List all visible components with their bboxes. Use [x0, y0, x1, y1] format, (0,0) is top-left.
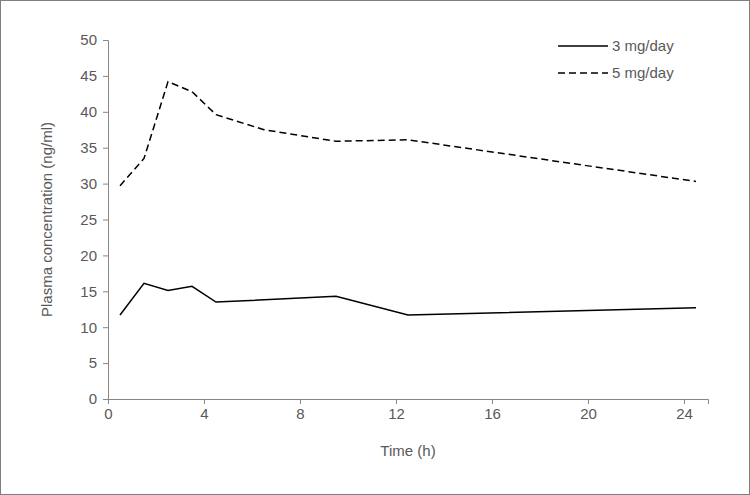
y-tick-mark [103, 363, 108, 364]
y-tick-label: 0 [89, 390, 97, 407]
y-tick-label: 5 [89, 354, 97, 371]
x-tick-label: 8 [296, 405, 304, 422]
y-tick-label: 35 [80, 139, 97, 156]
y-tick-mark [103, 184, 108, 185]
x-tick: 24 [676, 399, 693, 422]
y-tick: 5 [89, 354, 108, 371]
y-axis-title: Plasma concentration (ng/ml) [38, 122, 55, 317]
y-axis-line [103, 41, 109, 400]
x-tick-label: 24 [676, 405, 693, 422]
y-tick-mark [103, 255, 108, 256]
y-tick-mark [103, 112, 108, 113]
y-tick-mark [103, 76, 108, 77]
y-tick: 25 [80, 211, 108, 228]
y-tick-label: 45 [80, 67, 97, 84]
x-tick-mark [684, 399, 685, 404]
y-tick: 0 [89, 390, 108, 407]
legend-symbol [558, 45, 608, 47]
x-axis-title: Time (h) [380, 442, 435, 459]
legend-label: 3 mg/day [612, 37, 674, 54]
chart: 0 4 8 12 16 20 24 0 5 10 15 20 25 30 35 40 45 50 Time (h) P… [0, 0, 750, 495]
x-tick-label: 12 [388, 405, 405, 422]
y-tick-label: 30 [80, 175, 97, 192]
x-tick: 0 [104, 399, 112, 422]
y-tick-label: 50 [80, 31, 97, 48]
legend-label: 5 mg/day [612, 64, 674, 81]
y-tick-mark [103, 291, 108, 292]
y-tick: 30 [80, 175, 108, 192]
x-tick: 8 [296, 399, 304, 422]
y-tick: 35 [80, 139, 108, 156]
y-tick: 40 [80, 103, 108, 120]
x-axis-line [109, 400, 709, 405]
x-tick-mark [492, 399, 493, 404]
legend-symbol [558, 72, 608, 74]
y-tick-mark [103, 148, 108, 149]
y-tick-label: 15 [80, 283, 97, 300]
y-tick: 10 [80, 319, 108, 336]
x-tick-mark [300, 399, 301, 404]
x-tick-label: 0 [104, 405, 112, 422]
x-tick: 4 [200, 399, 208, 422]
x-tick: 20 [580, 399, 597, 422]
y-tick-label: 25 [80, 211, 97, 228]
x-tick-mark [204, 399, 205, 404]
x-tick: 16 [484, 399, 501, 422]
plot-area [120, 82, 696, 315]
legend: 3 mg/day 5 mg/day [558, 37, 674, 81]
x-tick-label: 20 [580, 405, 597, 422]
y-tick: 15 [80, 283, 108, 300]
y-tick-label: 20 [80, 247, 97, 264]
y-tick: 20 [80, 247, 108, 264]
x-tick-label: 16 [484, 405, 501, 422]
x-tick-mark [588, 399, 589, 404]
frame [1, 1, 750, 495]
series-line [120, 283, 696, 315]
y-tick: 50 [80, 31, 108, 48]
x-tick: 12 [388, 399, 405, 422]
y-tick-mark [103, 327, 108, 328]
y-tick: 45 [80, 67, 108, 84]
series-line [120, 82, 696, 186]
y-tick-label: 10 [80, 319, 97, 336]
x-tick-label: 4 [200, 405, 208, 422]
y-tick-mark [103, 220, 108, 221]
y-tick-label: 40 [80, 103, 97, 120]
y-tick-mark [103, 399, 108, 400]
y-tick-mark [103, 40, 108, 41]
x-tick-mark [396, 399, 397, 404]
y-axis: 0 5 10 15 20 25 30 35 40 45 50 [80, 31, 108, 407]
x-axis: 0 4 8 12 16 20 24 [104, 399, 708, 422]
